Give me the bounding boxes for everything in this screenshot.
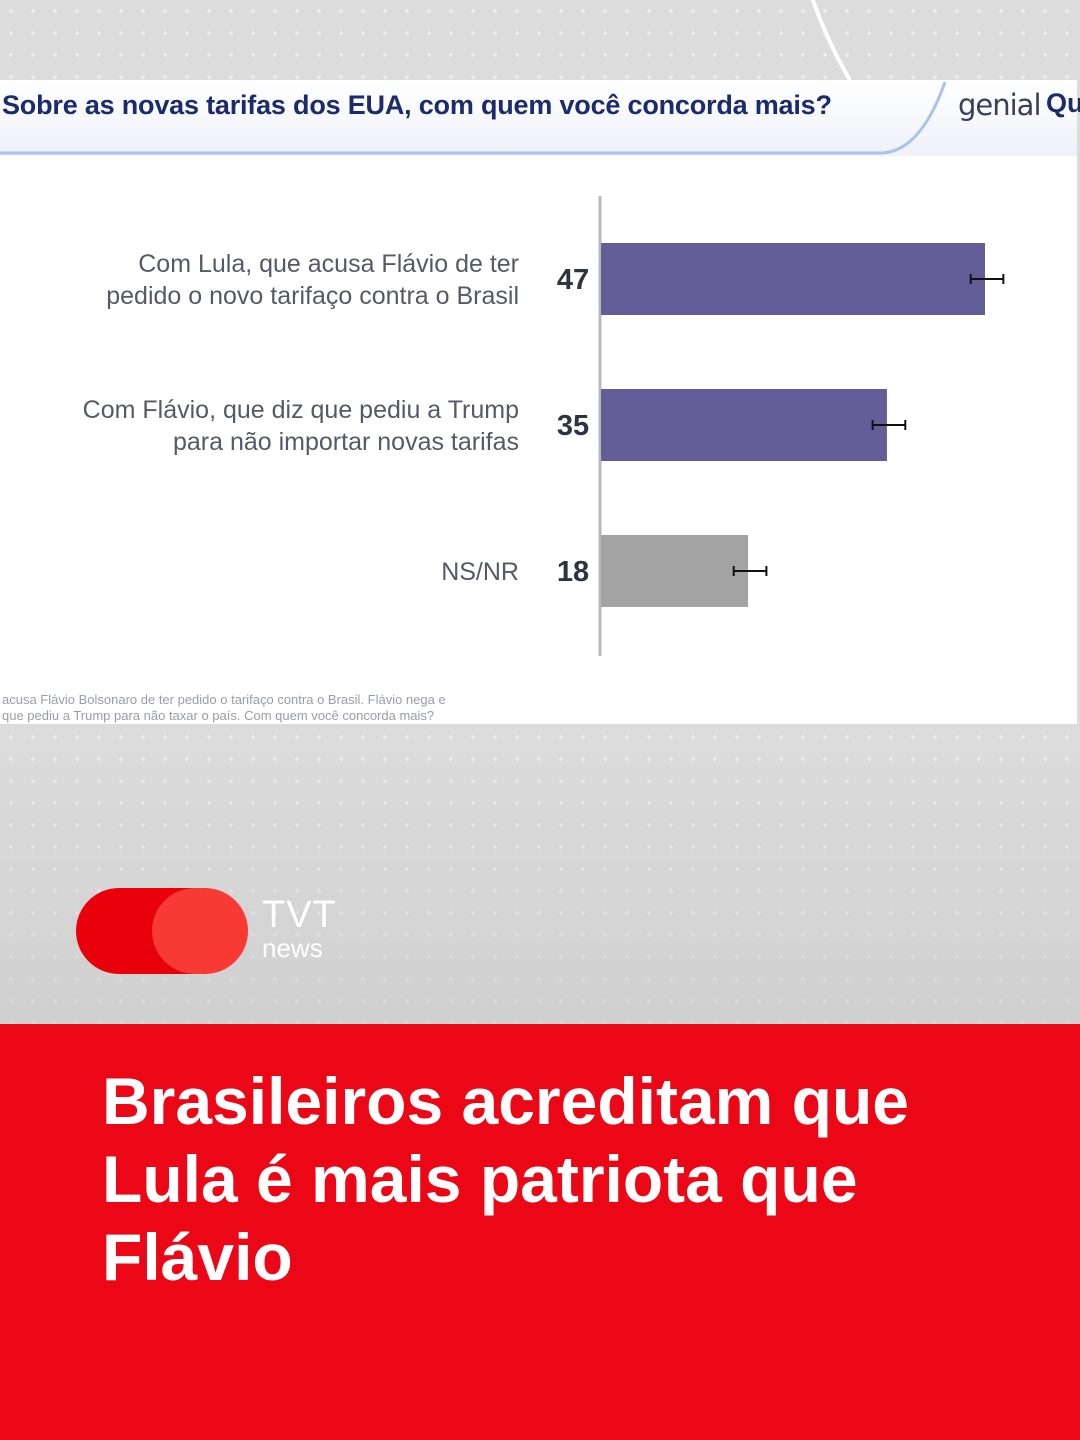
decorative-arc [810,0,852,82]
headline-banner: Brasileiros acreditam que Lula é mais pa… [0,1024,1080,1440]
genial-logo: genial [958,88,1042,122]
chart-category-label-1-line-2: pedido o novo tarifaço contra o Brasil [106,282,519,310]
chart-value-label-3: 18 [557,556,589,588]
footnote-line-2: que pediu a Trump para não taxar o país.… [2,708,435,723]
chart-footnote: acusa Flávio Bolsonaro de ter pedido o t… [2,692,602,724]
chart-category-label-2-line-2: para não importar novas tarifas [173,428,519,456]
background-fade [0,730,1080,1024]
headline-text: Brasileiros acreditam que Lula é mais pa… [102,1064,910,1294]
chart-panel: Sobre as novas tarifas dos EUA, com quem… [0,80,1080,724]
bar-chart: 47 Com Lula, que acusa Flávio de ter pedid… [83,196,1005,656]
quaest-logo: Qu [1046,88,1080,118]
tvt-news-logo: TVT news [76,886,356,976]
chart-category-label-3-line-1: NS/NR [441,558,519,586]
chart-category-label-1-line-1: Com Lula, que acusa Flávio de ter [138,250,519,278]
chart-bar-1 [601,243,985,315]
logo-news-text: news [262,933,323,963]
panel-header: Sobre as novas tarifas dos EUA, com quem… [0,80,1080,156]
footnote-line-1: acusa Flávio Bolsonaro de ter pedido o t… [2,692,446,707]
chart-category-label-2-line-1: Com Flávio, que diz que pediu a Trump [83,396,519,424]
chart-bar-3 [601,535,749,607]
chart-bar-2 [601,389,887,461]
logo-pill-front [152,888,248,974]
chart-value-label-1: 47 [557,264,589,296]
logo-tvt-text: TVT [262,894,337,936]
page-title: Sobre as novas tarifas dos EUA, com quem… [2,90,832,120]
chart-value-label-2: 35 [557,410,589,442]
header-curve [0,81,947,155]
